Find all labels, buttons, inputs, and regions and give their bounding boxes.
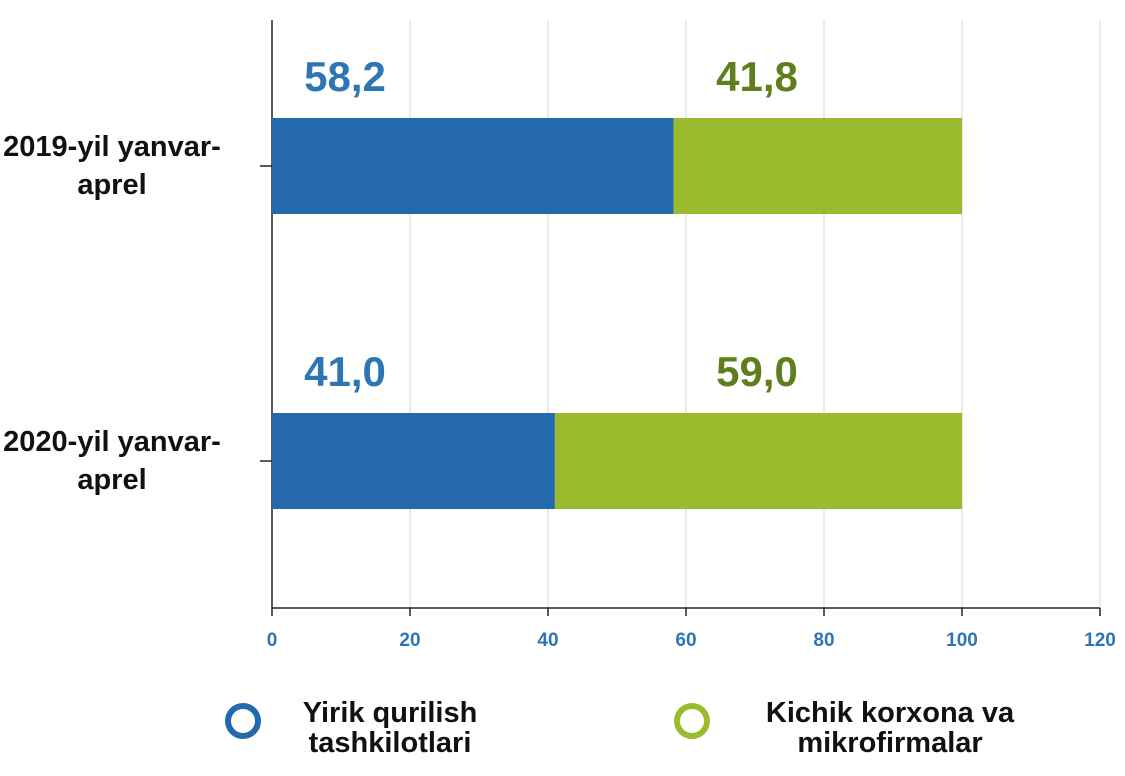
bar-segment: [554, 413, 962, 509]
category-label: 2020-yil yanvar-aprel: [3, 426, 221, 496]
x-tick-label: 60: [675, 630, 696, 651]
x-tick-label: 100: [946, 630, 978, 651]
x-tick-label: 80: [813, 630, 834, 651]
legend-marker: [674, 703, 710, 739]
legend-label: Yirik qurilish tashkilotlari: [302, 697, 478, 759]
value-label: 41,0: [304, 348, 386, 395]
x-tick-label: 20: [399, 630, 420, 651]
x-tick-label: 40: [537, 630, 558, 651]
category-label: 2019-yil yanvar-aprel: [3, 131, 221, 201]
bar-segment: [673, 118, 962, 214]
value-label: 41,8: [716, 53, 798, 100]
legend-marker: [225, 703, 261, 739]
bar-segment: [272, 413, 555, 509]
value-label: 58,2: [304, 53, 386, 100]
legend-label: Kichik korxona va mikrofirmalar: [765, 697, 1015, 759]
x-tick-label: 0: [267, 630, 278, 651]
x-tick-label: 120: [1084, 630, 1116, 651]
value-label: 59,0: [716, 348, 798, 395]
bar-segment: [272, 118, 674, 214]
